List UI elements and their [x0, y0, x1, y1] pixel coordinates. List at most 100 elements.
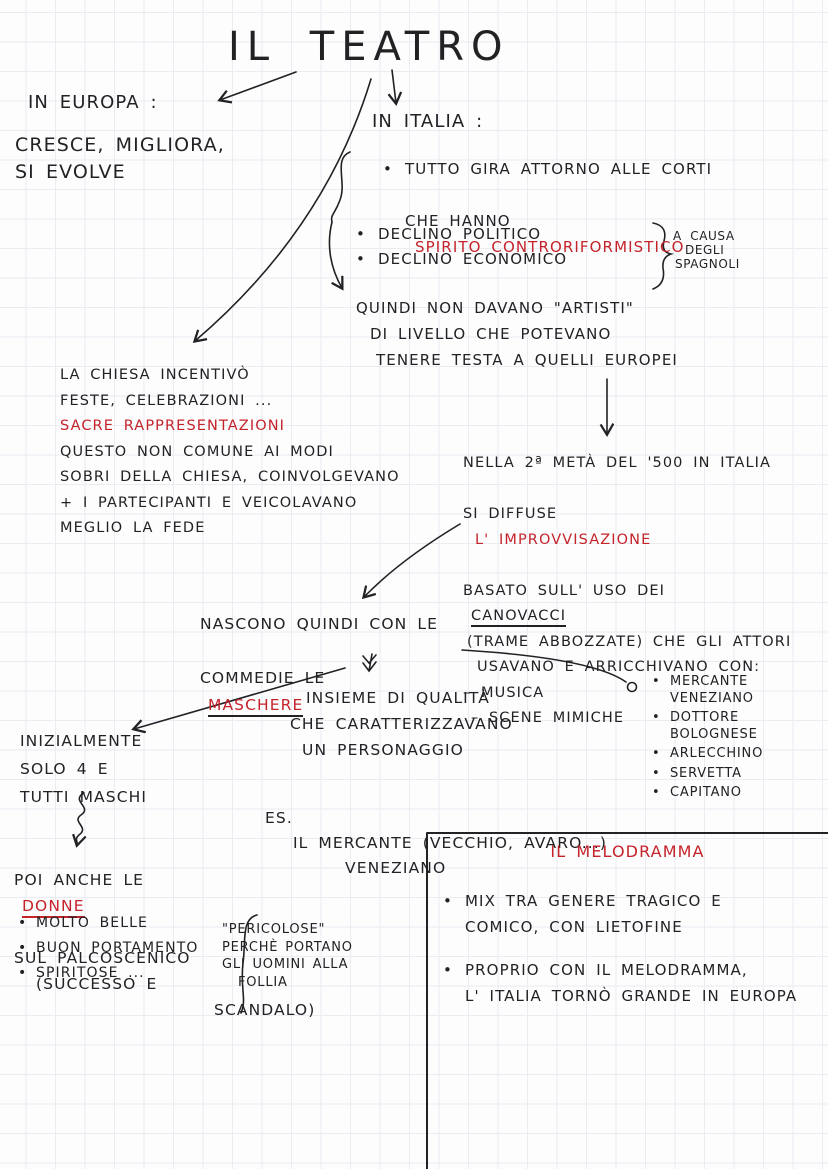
bullet-icon: • — [652, 674, 661, 689]
text-line: PROPRIO CON IL MELODRAMMA, — [465, 961, 748, 979]
text-segment: SI DIFFUSE — [463, 506, 558, 522]
text-line: VENEZIANO — [345, 859, 447, 877]
esempio-block: ES. IL MERCANTE (VECCHIO, AVARO...) VENE… — [265, 781, 607, 881]
bullet-icon: • — [356, 225, 366, 243]
bullet-icon: • — [652, 710, 661, 725]
bullet-icon: • — [356, 250, 366, 268]
text-line: SOBRI DELLA CHIESA, COINVOLGEVANO — [60, 469, 400, 485]
text-line: TUTTI MASCHI — [20, 788, 148, 806]
text-line: DI LIVELLO CHE POTEVANO — [370, 325, 612, 343]
text-line: UN PERSONAGGIO — [302, 741, 464, 759]
example-label: ES. — [265, 809, 293, 827]
maschere-definizione: INSIEME DI QUALITÀ CHE CARATTERIZZAVANO … — [290, 685, 513, 763]
highlight-red-underlined: DONNE — [22, 897, 85, 918]
bullet-icon: • — [652, 746, 661, 761]
text-line: "PERICOLOSE" — [222, 922, 326, 937]
text-line: SCANDALO) — [214, 1001, 316, 1019]
text-line: GLI UOMINI ALLA — [222, 957, 349, 972]
dash-icon: – — [471, 710, 480, 726]
corti-bullet: • TUTTO GIRA ATTORNO ALLE CORTI CHE HANN… — [383, 156, 712, 260]
text-line: TUTTO GIRA ATTORNO ALLE CORTI — [405, 160, 713, 178]
chiesa-block: LA CHIESA INCENTIVÒ FESTE, CELEBRAZIONI … — [60, 363, 400, 542]
list-item: SCENE MIMICHE — [489, 710, 625, 726]
text-line: DEGLI — [685, 243, 725, 257]
text-line: SI DIFFUSE L' IMPROVVISAZIONE — [463, 477, 791, 554]
melodramma-point-2: • PROPRIO CON IL MELODRAMMA, L' ITALIA T… — [443, 957, 797, 1009]
dash-icon: – — [463, 684, 472, 701]
highlight-red: L' IMPROVVISAZIONE — [475, 531, 652, 548]
text-line: SOLO 4 E — [20, 760, 109, 778]
text-line: A CAUSA — [673, 229, 735, 243]
text-line: NELLA 2ª METÀ DEL '500 IN ITALIA — [463, 455, 772, 471]
text-line: QUINDI NON DAVANO "ARTISTI" — [356, 299, 634, 317]
melodramma-point-1: • MIX TRA GENERE TRAGICO E COMICO, CON L… — [443, 888, 722, 940]
text-line: INSIEME DI QUALITÀ — [306, 689, 490, 707]
list-item: DOTTORE BOLOGNESE — [670, 710, 758, 742]
text-line: SPAGNOLI — [675, 257, 740, 271]
bullet-icon: • — [652, 785, 661, 800]
list-item: ARLECCHINO — [670, 746, 764, 761]
bullet-icon: • — [18, 915, 28, 931]
donne-block: POI ANCHE LE DONNE SUL PALCOSCENICO (SUC… — [14, 841, 315, 1023]
text-line: CHE CARATTERIZZAVANO — [290, 715, 513, 733]
text-segment: (SUCCESSO E — [36, 975, 158, 993]
arrow-title-to-chiesa-icon — [195, 78, 372, 341]
europa-body: CRESCE, MIGLIORA, SI EVOLVE — [15, 132, 225, 186]
list-item: SPIRITOSE ... — [36, 965, 145, 981]
text-segment: SUL PALCOSCENICO — [14, 949, 191, 967]
bullet-icon: • — [443, 892, 453, 910]
list-item: MOLTO BELLE — [36, 915, 148, 931]
quindi-block: QUINDI NON DAVANO "ARTISTI" DI LIVELLO C… — [356, 295, 678, 373]
text-line: INIZIALMENTE — [20, 732, 143, 750]
list-item: MERCANTE VENEZIANO — [670, 674, 754, 706]
brace-corti-icon — [330, 151, 351, 223]
highlight-red: IL MELODRAMMA — [550, 842, 705, 861]
list-item: CAPITANO — [670, 785, 742, 800]
text-line: BASATO SULL' USO DEI CANOVACCI — [463, 553, 791, 630]
text-line: MEGLIO LA FEDE — [60, 520, 206, 536]
text-line: QUESTO NON COMUNE AI MODI — [60, 443, 334, 460]
declino-list: • DECLINO POLITICO • DECLINO ECONOMICO — [356, 222, 567, 272]
underlined-term: CANOVACCI — [471, 608, 567, 627]
text-line: MIX TRA GENERE TRAGICO E — [465, 892, 722, 910]
text-line: LA CHIESA INCENTIVÒ — [60, 367, 250, 383]
bullet-icon: • — [383, 160, 393, 178]
text-line: (TRAME ABBOZZATE) CHE GLI ATTORI — [467, 633, 792, 650]
tipi-maschere-list: • MERCANTE VENEZIANO • DOTTORE BOLOGNESE… — [652, 674, 763, 802]
causa-note: A CAUSA DEGLI SPAGNOLI — [673, 229, 740, 271]
text-line: TENERE TESTA A QUELLI EUROPEI — [376, 351, 678, 369]
bullet-icon: • — [18, 940, 28, 956]
europa-heading: IN EUROPA : — [28, 92, 158, 113]
bullet-icon: • — [443, 961, 453, 979]
text-line: NASCONO QUINDI CON LE — [200, 615, 438, 633]
page-title: IL TEATRO — [228, 24, 510, 70]
text-line: L' ITALIA TORNÒ GRANDE IN EUROPA — [465, 987, 798, 1005]
bullet-icon: • — [652, 765, 661, 781]
bullet-icon: • — [18, 965, 28, 981]
text-line: CRESCE, MIGLIORA, — [15, 134, 225, 156]
text-line: SI EVOLVE — [15, 161, 126, 183]
text-line: COMICO, CON LIETOFINE — [465, 918, 683, 936]
melodramma-title: IL MELODRAMMA — [427, 842, 828, 861]
list-item: DECLINO POLITICO — [378, 225, 542, 243]
qualita-donne-list: • MOLTO BELLE • BUON PORTAMENTO • SPIRIT… — [18, 911, 198, 986]
text-segment: CHE HANNO — [405, 212, 511, 230]
inizialmente-block: INIZIALMENTE SOLO 4 E TUTTI MASCHI — [20, 727, 147, 811]
pericolose-note: "PERICOLOSE" PERCHÈ PORTANO GLI UOMINI A… — [222, 921, 353, 991]
highlight-red: SPIRITO CONTRORIFORMISTICO — [415, 238, 685, 256]
italia-heading: IN ITALIA : — [372, 111, 484, 132]
text-line: CHE HANNO SPIRITO CONTRORIFORMISTICO — [405, 182, 712, 260]
arrow-title-to-europa-icon — [220, 71, 297, 100]
text-line: FOLLIA — [238, 974, 288, 990]
text-line: FESTE, CELEBRAZIONI ... — [60, 392, 273, 409]
list-item: DECLINO ECONOMICO — [378, 250, 568, 268]
text-segment: BASATO SULL' USO DEI — [463, 582, 666, 599]
list-item: MUSICA — [481, 684, 545, 701]
arrow-corti-to-quindi-icon — [328, 221, 342, 288]
text-line: SUL PALCOSCENICO (SUCCESSO E — [14, 919, 315, 997]
list-item: BUON PORTAMENTO — [36, 940, 199, 956]
highlight-red: SACRE RAPPRESENTAZIONI — [60, 418, 286, 434]
text-line: POI ANCHE LE DONNE — [14, 841, 315, 919]
text-line: + I PARTECIPANTI E VEICOLAVANO — [60, 494, 358, 511]
